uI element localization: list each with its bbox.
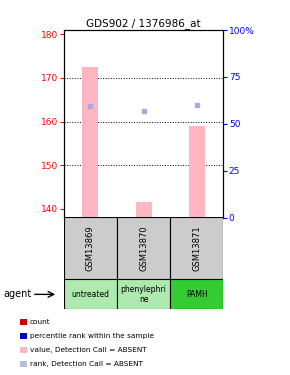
- Bar: [20, 362, 27, 367]
- Text: untreated: untreated: [71, 290, 109, 299]
- Bar: [20, 347, 27, 353]
- Bar: [117, 217, 170, 279]
- Text: rank, Detection Call = ABSENT: rank, Detection Call = ABSENT: [30, 361, 143, 367]
- Bar: [64, 217, 117, 279]
- Text: phenylephri
ne: phenylephri ne: [121, 285, 166, 304]
- Text: PAMH: PAMH: [186, 290, 208, 299]
- Bar: [170, 279, 223, 309]
- Title: GDS902 / 1376986_at: GDS902 / 1376986_at: [86, 18, 201, 29]
- Bar: [135, 202, 151, 217]
- Text: GSM13869: GSM13869: [86, 226, 95, 271]
- Text: GSM13870: GSM13870: [139, 226, 148, 271]
- Text: count: count: [30, 319, 50, 325]
- Text: percentile rank within the sample: percentile rank within the sample: [30, 333, 154, 339]
- Bar: [189, 126, 205, 218]
- Bar: [20, 319, 27, 325]
- Text: GSM13871: GSM13871: [192, 226, 201, 271]
- Bar: [64, 279, 117, 309]
- Text: value, Detection Call = ABSENT: value, Detection Call = ABSENT: [30, 347, 146, 353]
- Bar: [20, 333, 27, 339]
- Bar: [117, 279, 170, 309]
- Bar: [82, 67, 98, 218]
- Bar: [170, 217, 223, 279]
- Text: agent: agent: [3, 290, 31, 299]
